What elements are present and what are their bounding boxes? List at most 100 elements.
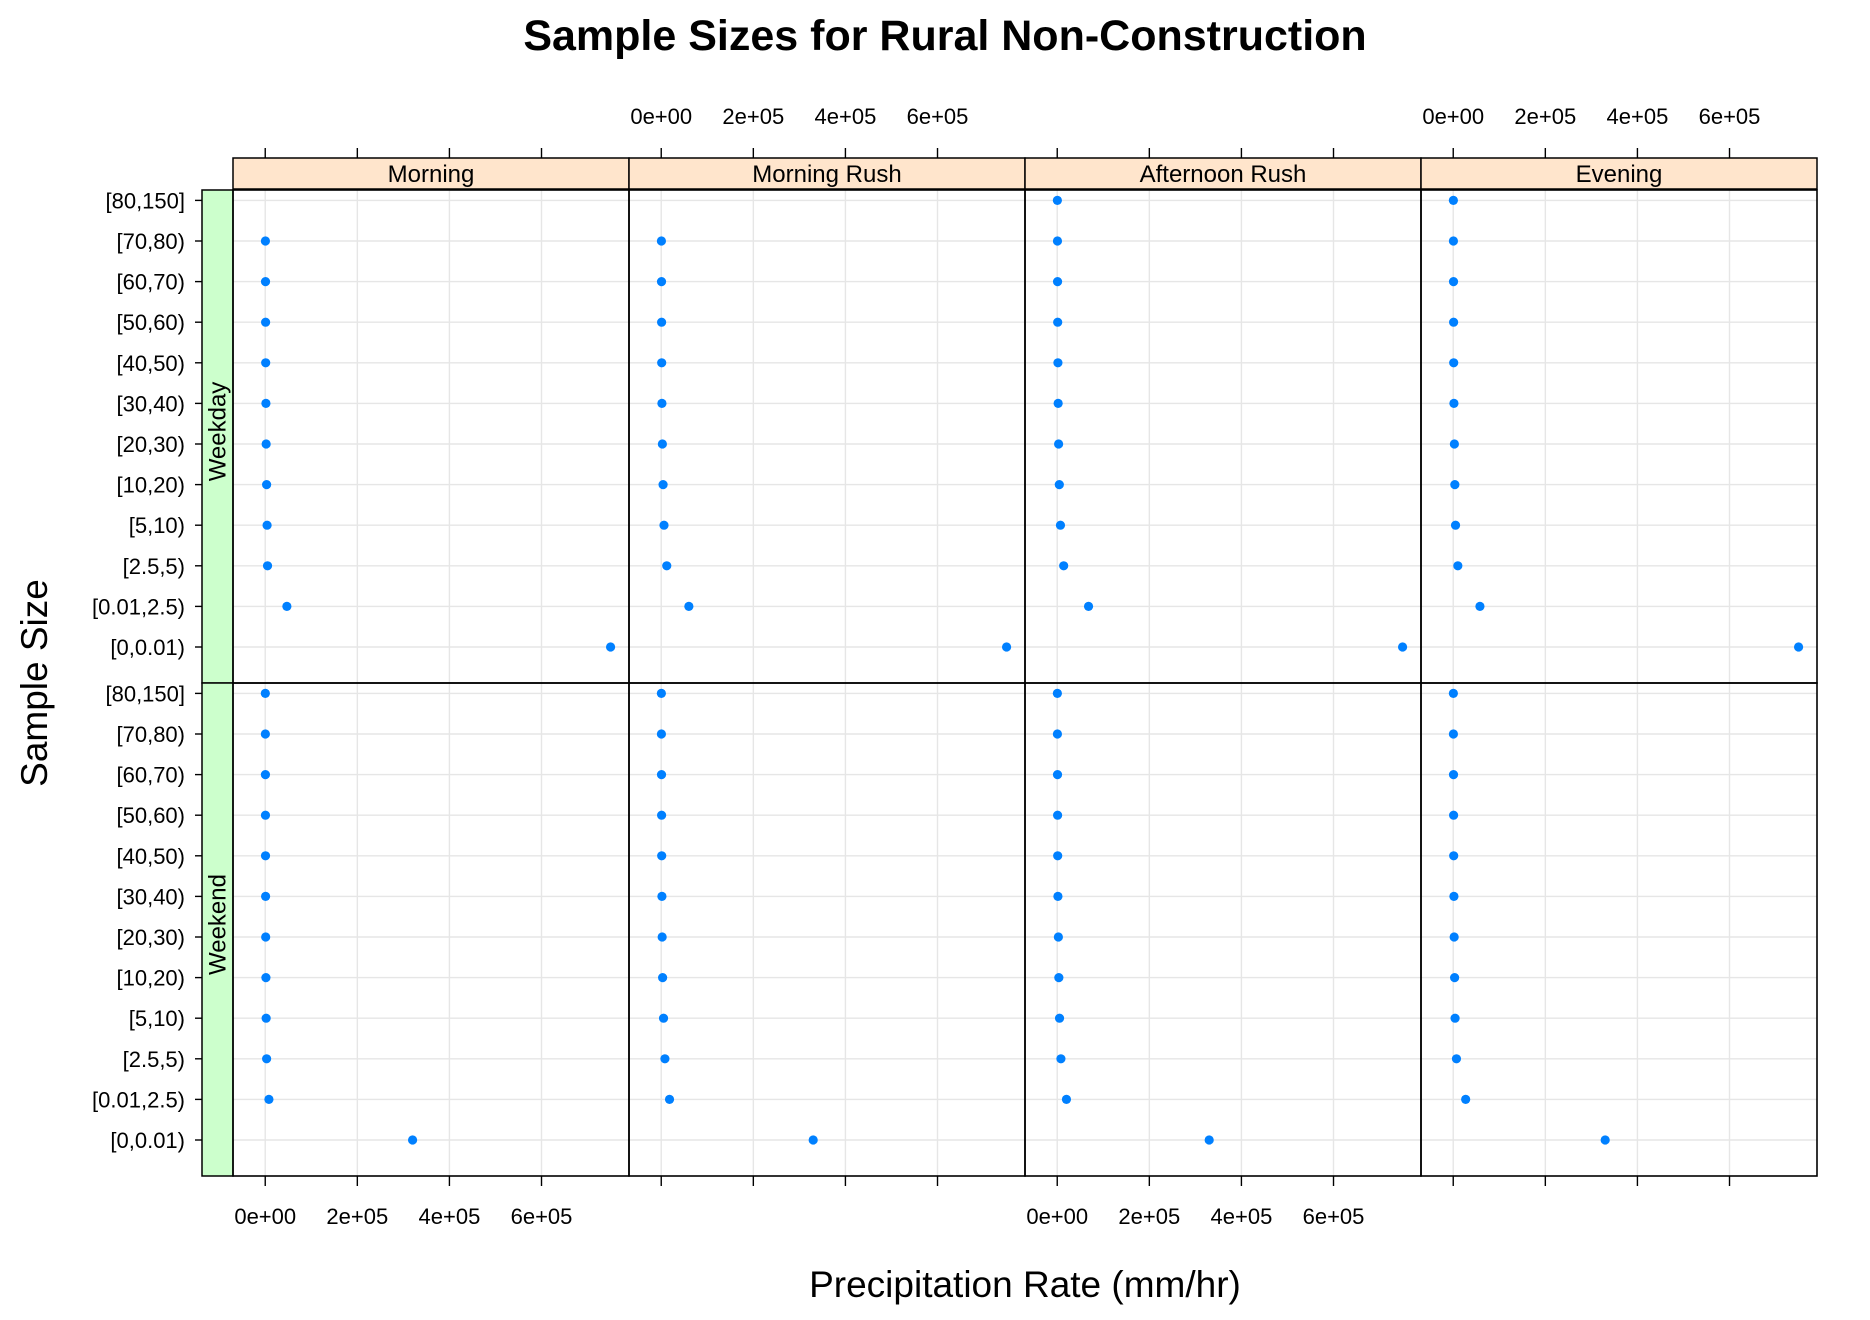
point-weekday-evening-0-0-01 bbox=[1793, 642, 1804, 652]
panel-frame-weekend-evening bbox=[1420, 682, 1818, 1177]
row-strip-label-weekend: Weekend bbox=[205, 874, 232, 975]
point-weekend-evening-70-80 bbox=[1448, 729, 1459, 739]
point-weekday-morning-rush-2-5-5 bbox=[662, 561, 672, 571]
point-weekday-morning-0-01-2-5 bbox=[282, 601, 292, 612]
point-weekend-morning-5-10 bbox=[261, 1013, 271, 1023]
point-weekend-evening-20-30 bbox=[1449, 932, 1459, 942]
point-weekend-morning-rush-0-0-01 bbox=[808, 1135, 818, 1145]
y-tick-label-weekday-40-50: [40,50) bbox=[117, 351, 186, 376]
x-tick-label-bottom-morning-3: 6e+05 bbox=[511, 1204, 573, 1229]
point-weekday-morning-40-50 bbox=[261, 358, 271, 368]
x-tick-label-top-evening-3: 6e+05 bbox=[1699, 104, 1761, 129]
point-weekend-afternoon-rush-40-50 bbox=[1053, 851, 1063, 861]
x-tick-label-top-morning-rush-3: 6e+05 bbox=[907, 104, 969, 129]
strip-label-morning-rush: Morning Rush bbox=[752, 161, 901, 188]
row-strip-label-weekday: Weekday bbox=[205, 382, 232, 482]
strip-afternoon-rush bbox=[1024, 157, 1422, 190]
x-tick-label-bottom-afternoon-rush-3: 6e+05 bbox=[1303, 1204, 1365, 1229]
point-weekday-morning-rush-0-01-2-5 bbox=[684, 601, 694, 612]
point-weekend-morning-60-70 bbox=[260, 770, 271, 780]
point-weekday-morning-rush-0-0-01 bbox=[1001, 642, 1012, 652]
point-weekday-morning-rush-70-80 bbox=[656, 236, 667, 246]
strip-morning-rush bbox=[628, 157, 1026, 190]
point-weekend-morning-rush-60-70 bbox=[656, 770, 667, 780]
panel-frame-weekend-afternoon-rush bbox=[1024, 682, 1422, 1177]
x-tick-label-bottom-afternoon-rush-2: 4e+05 bbox=[1211, 1204, 1273, 1229]
y-tick-label-weekday-70-80: [70,80) bbox=[117, 229, 186, 254]
point-weekday-evening-5-10 bbox=[1450, 520, 1461, 530]
y-axis-label: Sample Size bbox=[14, 579, 55, 787]
point-weekend-morning-40-50 bbox=[260, 851, 271, 861]
point-weekend-evening-80-150 bbox=[1448, 688, 1458, 699]
point-weekday-evening-2-5-5 bbox=[1453, 561, 1463, 571]
point-weekend-morning-rush-70-80 bbox=[656, 729, 667, 739]
point-weekend-morning-rush-2-5-5 bbox=[660, 1054, 670, 1064]
point-weekend-morning-rush-80-150 bbox=[656, 688, 666, 699]
x-axis-label: Precipitation Rate (mm/hr) bbox=[809, 1264, 1241, 1305]
point-weekend-afternoon-rush-20-30 bbox=[1053, 932, 1063, 942]
panel-frame-weekend-morning bbox=[232, 682, 630, 1177]
point-weekend-morning-rush-30-40 bbox=[657, 891, 667, 902]
point-weekday-morning-30-40 bbox=[261, 398, 271, 408]
point-weekend-evening-50-60 bbox=[1449, 810, 1459, 820]
y-tick-label-weekday-30-40: [30,40) bbox=[117, 391, 186, 416]
y-tick-label-weekend-0-01-2-5: [0.01,2.5) bbox=[92, 1087, 185, 1112]
panel-frame-weekday-morning bbox=[232, 189, 630, 684]
point-weekday-morning-0-0-01 bbox=[605, 642, 616, 652]
point-weekend-evening-0-01-2-5 bbox=[1461, 1094, 1471, 1104]
y-tick-label-weekend-2-5-5: [2.5,5) bbox=[123, 1047, 185, 1072]
point-weekday-morning-rush-20-30 bbox=[657, 439, 667, 449]
x-tick-label-bottom-morning-0: 0e+00 bbox=[234, 1204, 296, 1229]
point-weekday-evening-40-50 bbox=[1449, 358, 1459, 368]
y-tick-label-weekday-60-70: [60,70) bbox=[117, 270, 186, 295]
point-weekend-afternoon-rush-50-60 bbox=[1053, 810, 1063, 820]
point-weekday-evening-80-150 bbox=[1448, 195, 1458, 205]
x-tick-label-top-evening-2: 4e+05 bbox=[1607, 104, 1669, 129]
point-weekend-evening-40-50 bbox=[1449, 851, 1459, 861]
x-tick-label-bottom-morning-2: 4e+05 bbox=[419, 1204, 481, 1229]
point-weekday-evening-50-60 bbox=[1449, 317, 1459, 327]
point-weekday-morning-rush-5-10 bbox=[659, 520, 669, 530]
point-weekday-evening-30-40 bbox=[1449, 398, 1459, 408]
strip-label-morning: Morning bbox=[388, 161, 475, 188]
point-weekday-afternoon-rush-0-01-2-5 bbox=[1083, 601, 1094, 612]
point-weekend-afternoon-rush-5-10 bbox=[1054, 1013, 1065, 1023]
point-weekday-morning-rush-10-20 bbox=[658, 480, 668, 490]
point-weekend-morning-2-5-5 bbox=[262, 1054, 272, 1064]
panel-frame-weekday-afternoon-rush bbox=[1024, 189, 1422, 684]
point-weekday-evening-10-20 bbox=[1450, 480, 1460, 490]
point-weekday-evening-70-80 bbox=[1448, 236, 1459, 246]
point-weekend-morning-rush-0-01-2-5 bbox=[664, 1094, 675, 1104]
point-weekday-morning-60-70 bbox=[260, 277, 271, 287]
y-tick-label-weekday-10-20: [10,20) bbox=[117, 473, 186, 498]
point-weekend-morning-rush-50-60 bbox=[657, 810, 667, 820]
point-weekend-evening-60-70 bbox=[1448, 770, 1459, 780]
x-tick-label-top-morning-rush-0: 0e+00 bbox=[630, 104, 692, 129]
point-weekday-morning-70-80 bbox=[260, 236, 271, 246]
point-weekend-morning-rush-20-30 bbox=[657, 932, 667, 942]
point-weekday-morning-rush-60-70 bbox=[656, 277, 667, 287]
point-weekend-morning-30-40 bbox=[261, 891, 271, 902]
y-tick-label-weekend-20-30: [20,30) bbox=[117, 925, 186, 950]
point-weekend-morning-0-0-01 bbox=[407, 1135, 418, 1145]
point-weekday-evening-60-70 bbox=[1448, 277, 1459, 287]
point-weekend-afternoon-rush-2-5-5 bbox=[1056, 1054, 1066, 1064]
x-tick-label-top-evening-0: 0e+00 bbox=[1422, 104, 1484, 129]
point-weekday-afternoon-rush-30-40 bbox=[1053, 398, 1063, 408]
panel-frame-weekend-morning-rush bbox=[628, 682, 1026, 1177]
point-weekend-morning-rush-10-20 bbox=[658, 973, 668, 983]
y-tick-label-weekend-5-10: [5,10) bbox=[129, 1006, 185, 1031]
y-tick-label-weekend-50-60: [50,60) bbox=[117, 803, 186, 828]
y-tick-label-weekend-70-80: [70,80) bbox=[117, 722, 186, 747]
point-weekday-afternoon-rush-50-60 bbox=[1053, 317, 1063, 327]
y-tick-label-weekend-0-0-01: [0,0.01) bbox=[110, 1128, 185, 1153]
y-tick-label-weekend-40-50: [40,50) bbox=[117, 844, 186, 869]
point-weekend-afternoon-rush-80-150 bbox=[1052, 688, 1062, 699]
point-weekday-morning-rush-50-60 bbox=[657, 317, 667, 327]
point-weekend-afternoon-rush-60-70 bbox=[1052, 770, 1063, 780]
y-tick-label-weekday-20-30: [20,30) bbox=[117, 432, 186, 457]
strip-label-afternoon-rush: Afternoon Rush bbox=[1140, 161, 1307, 188]
strip-label-evening: Evening bbox=[1576, 161, 1663, 188]
point-weekend-evening-2-5-5 bbox=[1451, 1054, 1462, 1064]
